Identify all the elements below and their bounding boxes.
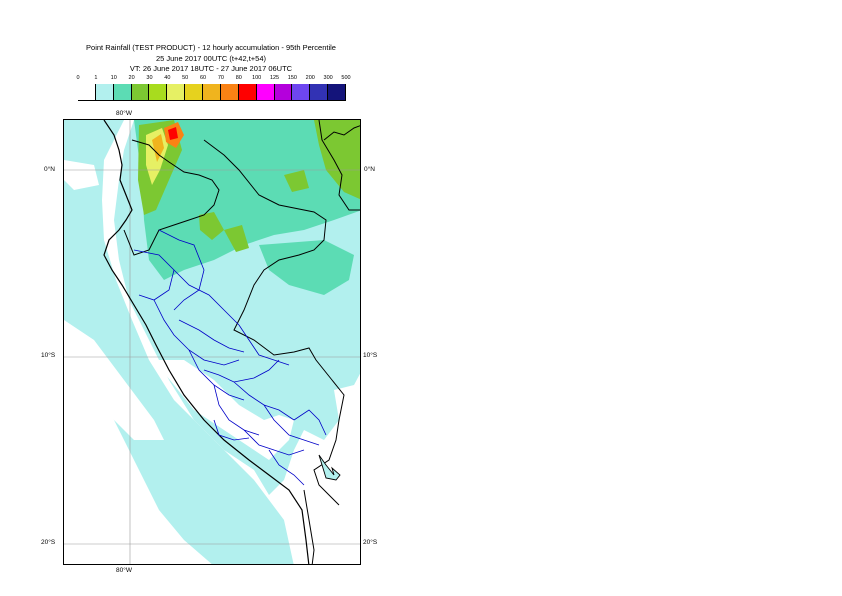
forecast-base-time: 25 June 2017 00UTC (t+42,t+54) xyxy=(155,54,267,63)
map-title: Point Rainfall (TEST PRODUCT) - 12 hourl… xyxy=(86,43,336,52)
colorbar-threshold-label: 100 xyxy=(252,75,262,81)
colorbar-threshold-label: 10 xyxy=(110,75,117,81)
lake-titicaca xyxy=(318,454,341,481)
colorbar-swatch xyxy=(203,84,221,100)
border-north xyxy=(323,125,360,141)
colorbar-threshold-label: 40 xyxy=(164,75,171,81)
validity-time: VT: 26 June 2017 18UTC - 27 June 2017 06… xyxy=(129,64,293,73)
regional-boundaries xyxy=(133,229,327,486)
colorbar-swatch xyxy=(328,84,346,100)
colorbar-threshold-label: 80 xyxy=(235,75,242,81)
heavy-rainfall-northeast xyxy=(314,120,360,200)
colorbar-swatch xyxy=(149,84,168,100)
colorbar-swatch xyxy=(310,84,329,100)
moderate-rainfall-patch-east xyxy=(259,240,354,295)
lon-label-top: 80°W xyxy=(116,110,132,117)
core-rainfall-red xyxy=(168,127,178,140)
colorbar-threshold-label: 30 xyxy=(146,75,153,81)
lat-label-equator-right: 0°N xyxy=(364,166,375,173)
colorbar-threshold-label: 150 xyxy=(287,75,297,81)
lat-label-20s-right: 20°S xyxy=(363,539,378,546)
border-ecuador xyxy=(123,139,220,256)
coastline xyxy=(103,120,310,564)
core-rainfall-orange xyxy=(152,134,164,162)
heavy-rainfall-patch-b xyxy=(224,225,249,252)
colorbar-threshold-label: 70 xyxy=(217,75,224,81)
dry-coastal-strip xyxy=(64,320,164,440)
colorbar-swatch xyxy=(220,84,239,100)
colorbar-threshold-label: 300 xyxy=(323,75,333,81)
colorbar-swatch xyxy=(78,84,96,100)
heavy-rainfall-patch-c xyxy=(284,170,309,192)
colorbar-threshold-label: 1 xyxy=(94,75,98,81)
dry-ocean-patch xyxy=(64,160,99,190)
map-panel[interactable] xyxy=(63,119,361,565)
border-colombia-brazil xyxy=(318,120,360,211)
colorbar-swatch xyxy=(185,84,204,100)
lat-label-10s-right: 10°S xyxy=(363,352,378,359)
colorbar-swatch xyxy=(256,84,275,100)
moderate-rainfall-area xyxy=(134,120,360,280)
lon-label-bottom: 80°W xyxy=(116,567,132,574)
colorbar-swatch xyxy=(131,84,150,100)
colorbar-swatch xyxy=(292,84,311,100)
colorbar-swatch xyxy=(274,84,293,100)
colorbar-swatch xyxy=(113,84,132,100)
lat-label-20s-left: 20°S xyxy=(41,539,56,546)
lat-label-10s-left: 10°S xyxy=(41,352,56,359)
colorbar-threshold-label: 0 xyxy=(76,75,80,81)
border-chile-bolivia xyxy=(303,489,315,564)
colorbar-swatch xyxy=(238,84,257,100)
colorbar-swatch xyxy=(95,84,114,100)
lat-label-equator-left: 0°N xyxy=(44,166,55,173)
heavy-rainfall-patch-a xyxy=(199,212,224,240)
colorbar-threshold-label: 200 xyxy=(305,75,315,81)
rainfall-map[interactable] xyxy=(64,120,361,565)
border-peru-east xyxy=(203,139,345,506)
colorbar-threshold-label: 50 xyxy=(182,75,189,81)
colorbar-threshold-label: 500 xyxy=(341,75,351,81)
colorbar-threshold-label: 60 xyxy=(200,75,207,81)
colorbar-threshold-label: 20 xyxy=(128,75,135,81)
colorbar-threshold-label: 125 xyxy=(269,75,280,81)
colorbar-swatch xyxy=(167,84,186,100)
southern-rain-streak xyxy=(204,480,264,540)
